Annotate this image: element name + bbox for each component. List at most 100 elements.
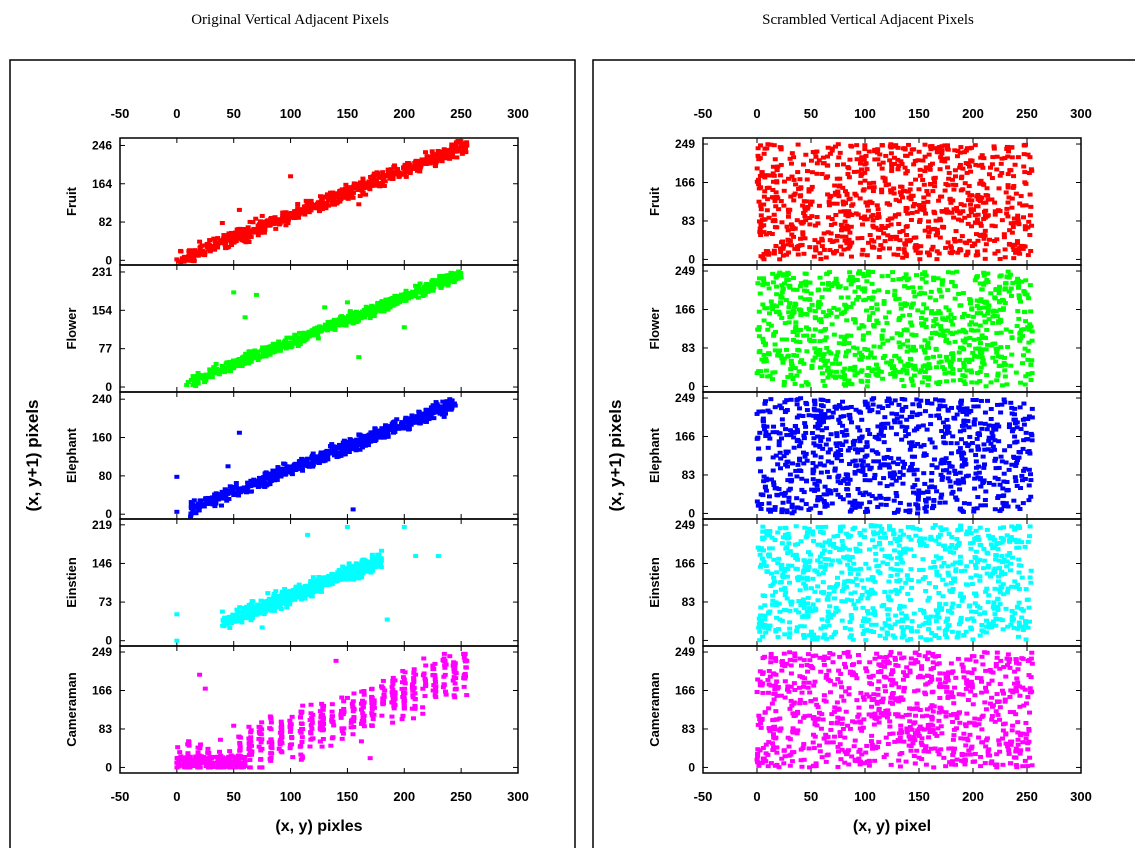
data-point [350, 195, 356, 200]
data-point [317, 739, 323, 744]
data-point [807, 245, 813, 250]
data-point [400, 668, 406, 673]
data-point [761, 251, 767, 256]
data-point [1011, 216, 1017, 221]
data-point [388, 174, 394, 179]
data-point [981, 305, 987, 310]
data-point [801, 361, 807, 366]
data-point [812, 355, 818, 360]
data-point [984, 327, 990, 332]
x-tick-label-top: 200 [393, 106, 415, 121]
data-point [897, 238, 903, 243]
data-point [212, 504, 218, 509]
data-point [399, 686, 405, 691]
data-point [418, 415, 424, 420]
data-point [893, 236, 899, 241]
data-point [809, 199, 815, 204]
data-point [213, 754, 219, 759]
data-point [755, 146, 761, 151]
data-point [266, 740, 272, 745]
data-point [444, 281, 450, 286]
data-point [376, 555, 382, 560]
data-point [329, 442, 335, 447]
x-tick-label-top: -50 [111, 106, 130, 121]
data-point [309, 456, 315, 461]
data-point [862, 214, 868, 219]
data-point [375, 301, 381, 306]
data-point [1002, 247, 1008, 252]
data-point [319, 196, 325, 201]
data-point [953, 229, 959, 234]
data-point [385, 169, 391, 174]
data-point [819, 244, 825, 249]
data-point [885, 182, 891, 187]
data-point [274, 469, 280, 474]
data-point [360, 192, 366, 197]
data-point [329, 193, 335, 198]
data-point [948, 251, 954, 256]
data-point [896, 199, 902, 204]
data-point [915, 308, 921, 313]
data-point [1006, 195, 1012, 200]
data-point [923, 165, 929, 170]
data-point [279, 722, 285, 727]
data-point [224, 498, 230, 503]
data-point [213, 491, 219, 496]
data-point [454, 155, 460, 160]
data-point [959, 174, 965, 179]
data-point [862, 170, 868, 175]
data-point [344, 191, 350, 196]
data-point [230, 759, 236, 764]
data-point [284, 464, 290, 469]
data-point [431, 156, 437, 161]
data-point [447, 148, 453, 153]
data-point [349, 701, 355, 706]
data-point [191, 498, 197, 503]
data-point [382, 688, 388, 693]
data-point [754, 166, 760, 171]
data-point [298, 757, 304, 762]
data-point [946, 176, 952, 181]
data-point [865, 269, 871, 274]
data-point [232, 761, 238, 766]
data-point [420, 705, 426, 710]
y-axis-title: (x, y+1) pixels [606, 400, 625, 512]
data-point [1010, 225, 1016, 230]
data-point [780, 246, 786, 251]
data-point [937, 235, 943, 240]
x-tick-label-top: -50 [694, 106, 713, 121]
data-point [913, 273, 919, 278]
data-point [430, 285, 436, 290]
y-tick-label: 249 [92, 645, 112, 659]
data-point [839, 225, 845, 230]
data-point [876, 255, 882, 260]
data-point [262, 347, 268, 352]
data-point [1008, 221, 1014, 226]
data-point [1026, 171, 1032, 176]
data-point [307, 202, 313, 207]
data-point [317, 709, 323, 714]
data-point [832, 144, 838, 149]
data-point [774, 194, 780, 199]
data-point [1011, 256, 1017, 261]
data-point [851, 169, 857, 174]
y-tick-label: 231 [92, 265, 112, 279]
data-point [968, 169, 974, 174]
data-point [281, 340, 287, 345]
data-point [802, 208, 808, 213]
data-point [764, 146, 770, 151]
data-point [763, 249, 769, 254]
data-point [948, 245, 954, 250]
data-point [427, 415, 433, 420]
data-point [957, 238, 963, 243]
data-point [237, 488, 243, 493]
data-point [319, 578, 325, 583]
data-point [299, 740, 305, 745]
data-point [767, 173, 773, 178]
data-point [771, 251, 777, 256]
data-point [353, 561, 359, 566]
data-point [219, 609, 225, 614]
data-point [772, 198, 778, 203]
data-point [361, 714, 367, 719]
data-point [859, 172, 865, 177]
